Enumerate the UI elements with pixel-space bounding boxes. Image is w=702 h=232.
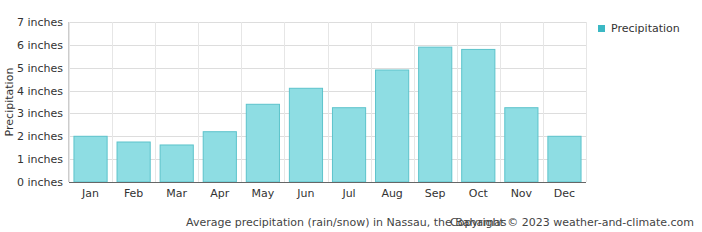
y-tick-label: 2 inches (17, 130, 63, 143)
bar (462, 49, 495, 182)
y-tick-label: 0 inches (17, 176, 63, 189)
bar (74, 136, 107, 182)
grid-line-vertical (69, 22, 70, 182)
y-tick-label: 4 inches (17, 85, 63, 98)
grid-line (69, 91, 586, 92)
x-tick-label: Aug (381, 187, 402, 200)
x-tick-label: Oct (469, 187, 489, 200)
bar (548, 136, 581, 182)
y-tick-label: 3 inches (17, 107, 63, 120)
legend-label: Precipitation (611, 22, 680, 35)
x-tick-label: May (252, 187, 275, 200)
bars (74, 47, 581, 182)
grid-line (69, 68, 586, 69)
y-tick-label: 6 inches (17, 39, 63, 52)
x-tick-label: Mar (166, 187, 187, 200)
bar (117, 142, 150, 182)
chart: 0 inches 1 inches 2 inches 3 inches 4 inches… (0, 0, 702, 232)
bar (419, 47, 452, 182)
grid-line (69, 45, 586, 46)
grid-line-vertical (457, 22, 458, 182)
grid-line (69, 22, 586, 23)
grid-line-vertical (586, 22, 587, 182)
bar (376, 70, 409, 182)
x-tick-label: Apr (210, 187, 230, 200)
x-axis: Jan Feb Mar Apr May Jun Jul Aug Sep Oct Nov Dec (81, 187, 575, 200)
legend-swatch (598, 25, 605, 32)
x-tick-label: Feb (124, 187, 143, 200)
grid-line-vertical (328, 22, 329, 182)
grid-line-vertical (112, 22, 113, 182)
y-axis-line (68, 22, 69, 182)
grid-line-vertical (284, 22, 285, 182)
grid-line-vertical (414, 22, 415, 182)
y-tick-label: 1 inches (17, 153, 63, 166)
copyright: Copyright © 2023 weather-and-climate.com (450, 216, 694, 229)
y-tick-label: 5 inches (17, 62, 63, 75)
grid-line (69, 182, 586, 183)
grid-line-vertical (500, 22, 501, 182)
x-tick-label: Jun (296, 187, 314, 200)
legend: Precipitation (598, 22, 680, 35)
grid-line-vertical (543, 22, 544, 182)
bar (289, 88, 322, 182)
y-tick-label: 7 inches (17, 16, 63, 29)
grid-line-vertical (241, 22, 242, 182)
y-axis-title: Precipitation (3, 68, 16, 137)
bar (505, 108, 538, 182)
x-tick-label: Sep (425, 187, 446, 200)
x-tick-label: Jan (81, 187, 99, 200)
grid (69, 22, 587, 183)
x-tick-label: Nov (511, 187, 533, 200)
y-axis: 0 inches 1 inches 2 inches 3 inches 4 inches… (17, 16, 63, 189)
x-tick-label: Jul (341, 187, 355, 200)
grid-line-vertical (155, 22, 156, 182)
x-axis-line (69, 182, 586, 183)
bar (160, 145, 193, 182)
bar (203, 132, 236, 182)
x-tick-label: Dec (554, 187, 575, 200)
grid-line-vertical (371, 22, 372, 182)
grid-line-vertical (198, 22, 199, 182)
bar (246, 104, 279, 182)
bar (332, 108, 365, 182)
